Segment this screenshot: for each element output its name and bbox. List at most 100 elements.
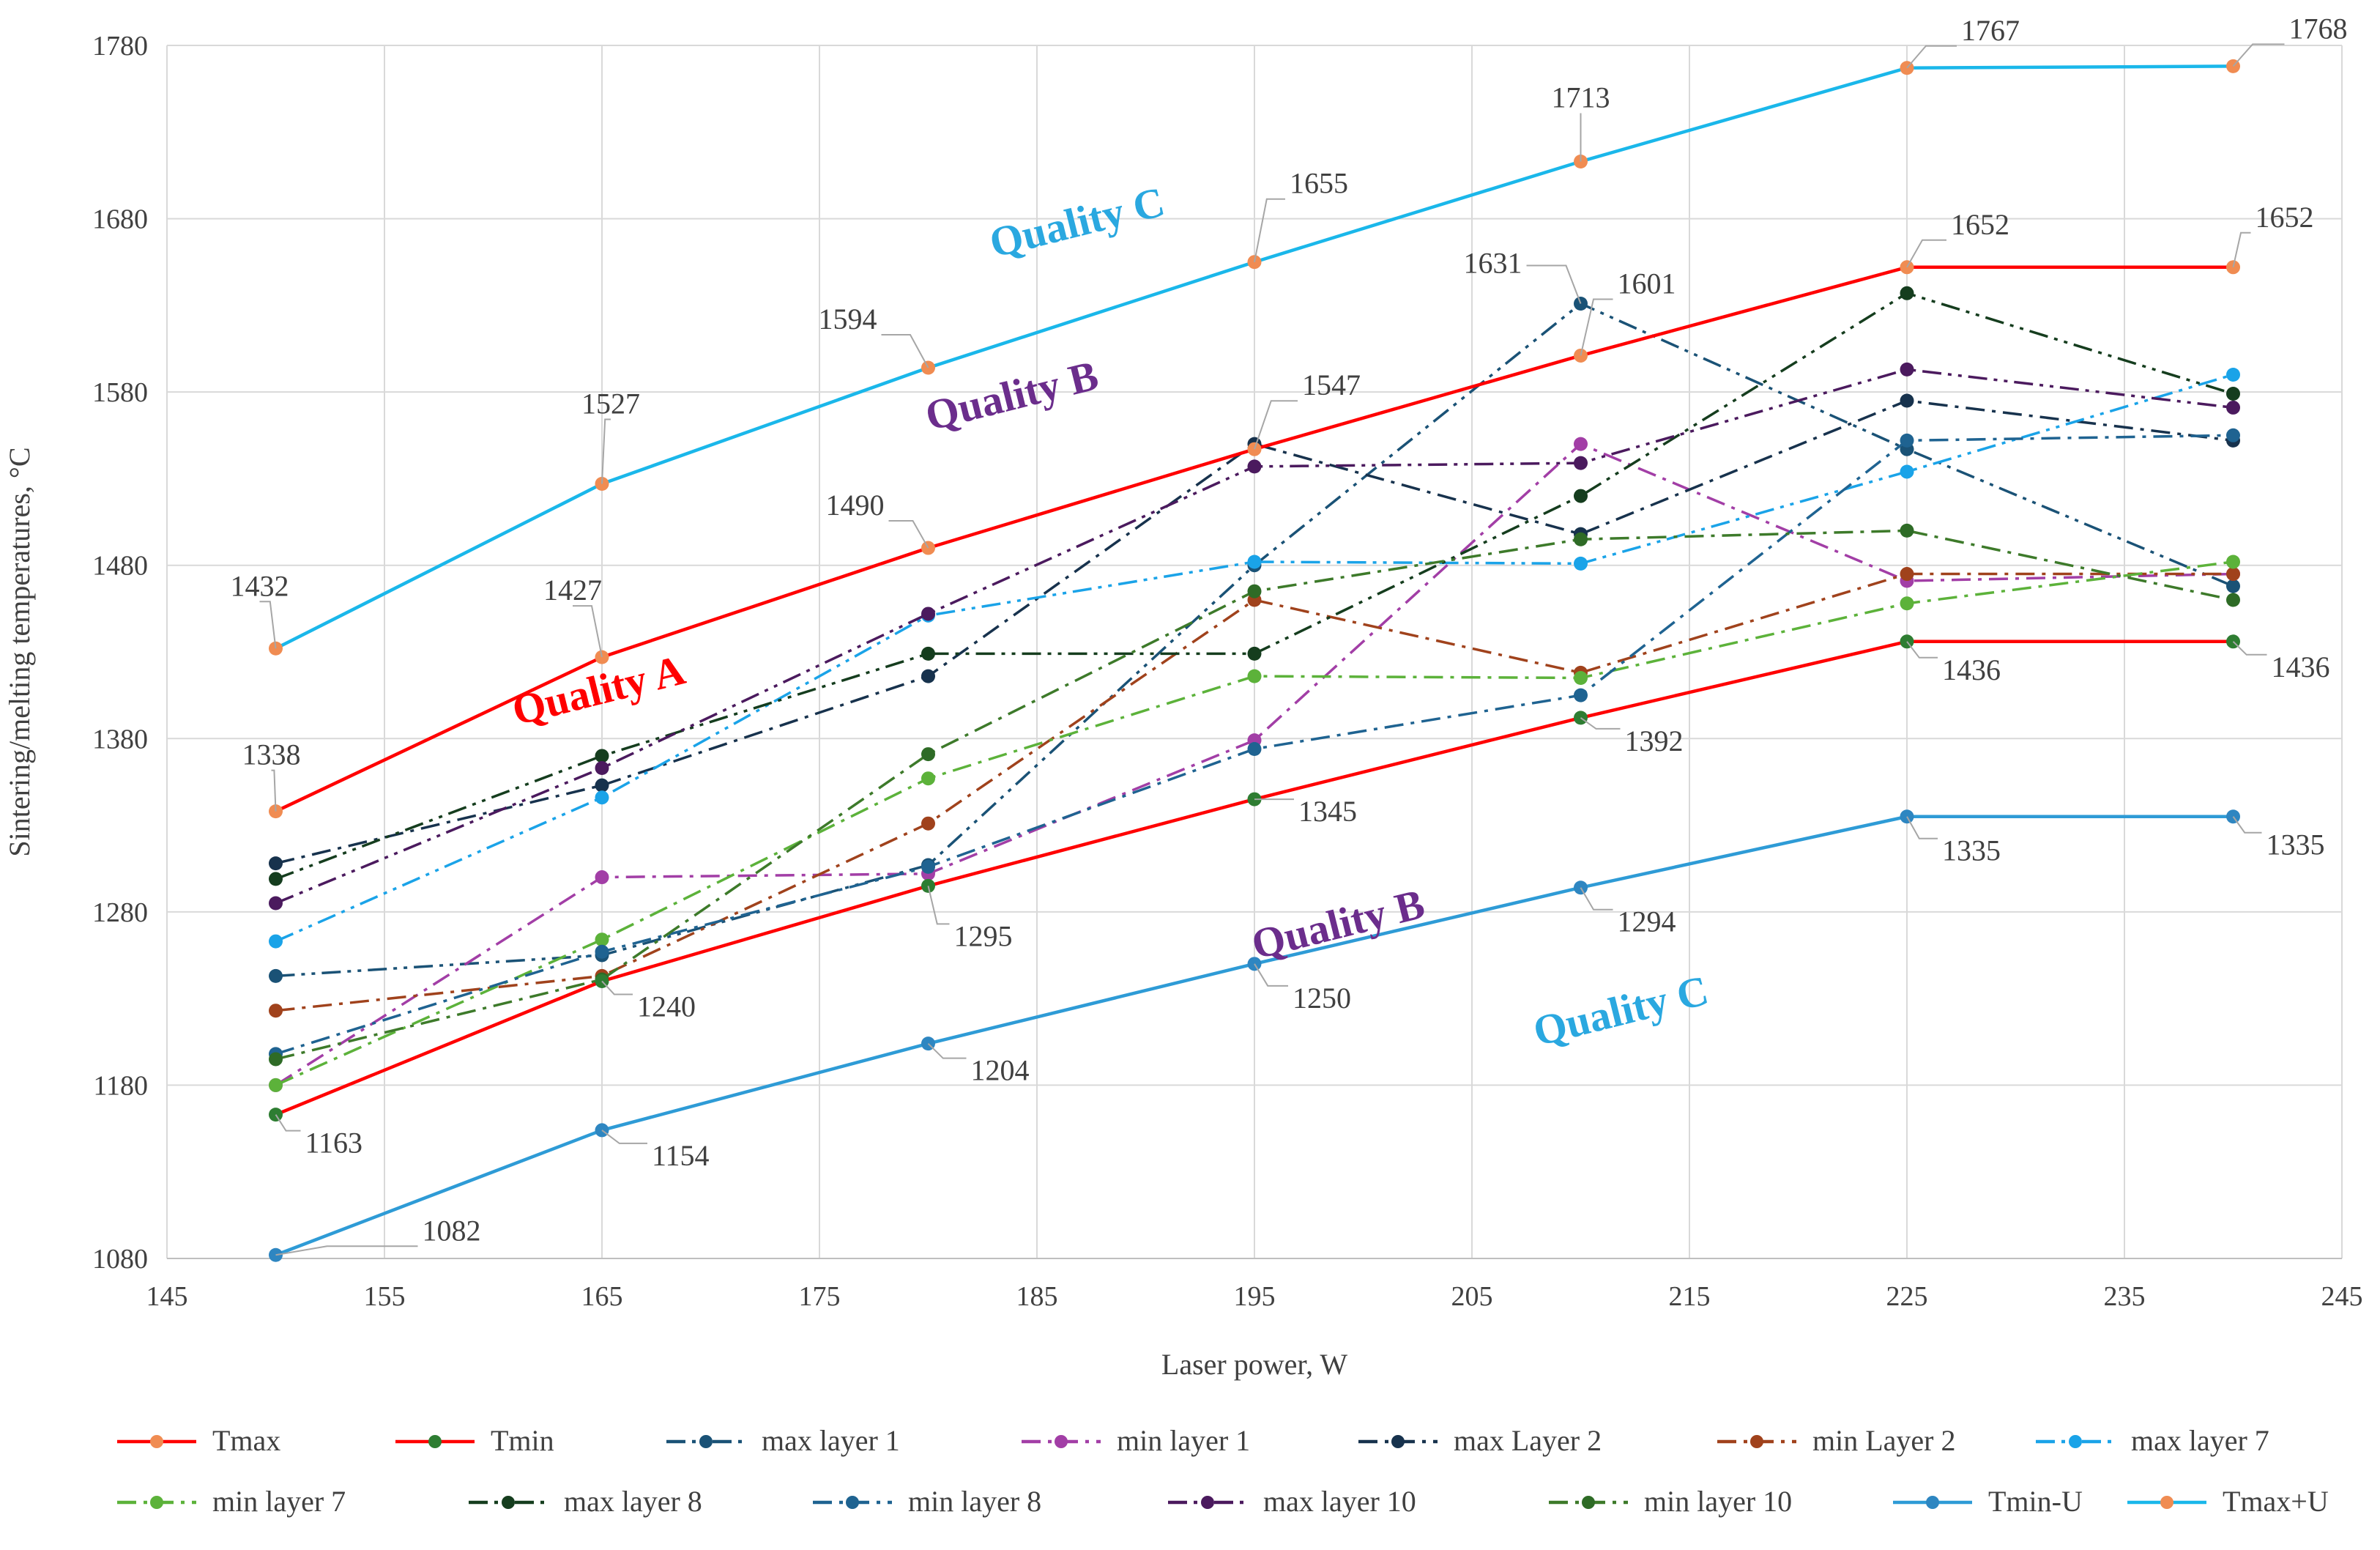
data-label: 1082 xyxy=(423,1214,481,1247)
data-point xyxy=(1247,584,1262,598)
quality-annotation: Quality B xyxy=(921,351,1103,440)
legend-entry-label: min layer 1 xyxy=(1117,1424,1250,1457)
leader-line xyxy=(1580,298,1613,356)
data-point xyxy=(2226,579,2240,593)
x-tick-label: 225 xyxy=(1886,1281,1928,1312)
data-point xyxy=(1900,464,1914,479)
x-tick-label: 195 xyxy=(1234,1281,1276,1312)
data-label: 1392 xyxy=(1625,724,1684,757)
data-label: 1436 xyxy=(2272,650,2330,683)
leader-line xyxy=(2232,641,2267,656)
leader-line xyxy=(2232,43,2285,67)
leader-line xyxy=(275,1245,418,1256)
data-point xyxy=(1574,456,1588,470)
data-labels-layer: 1338 1427 1490 1547 1601 1652 1652 1163 1240 1295… xyxy=(231,12,2348,1256)
data-point xyxy=(2226,428,2240,442)
data-label: 1490 xyxy=(826,489,885,522)
legend-entry-label: min layer 7 xyxy=(212,1485,346,1518)
leader-line xyxy=(601,418,611,484)
x-tick-label: 245 xyxy=(2321,1281,2363,1312)
leader-line xyxy=(1906,45,1957,69)
legend-swatch-marker xyxy=(1391,1435,1405,1448)
data-point xyxy=(1574,670,1588,685)
data-point xyxy=(269,896,283,911)
data-point xyxy=(2226,367,2240,382)
leader-line xyxy=(573,605,603,658)
data-label: 1652 xyxy=(2256,201,2314,234)
leader-line xyxy=(1580,887,1613,911)
data-label: 1713 xyxy=(1552,81,1610,114)
data-label: 1547 xyxy=(1302,368,1361,401)
y-tick-label: 1580 xyxy=(92,377,148,408)
leader-line xyxy=(1906,239,1946,268)
data-point xyxy=(269,934,283,949)
leader-line xyxy=(927,1042,967,1059)
data-point xyxy=(921,607,935,621)
y-tick-label: 1280 xyxy=(92,897,148,928)
quality-annotation: Quality B xyxy=(1247,880,1429,968)
legend-swatch-marker xyxy=(1201,1496,1214,1509)
data-label: 1295 xyxy=(954,919,1013,952)
leader-line xyxy=(1254,198,1285,262)
leader-line xyxy=(1254,400,1298,450)
legend-swatch-marker xyxy=(428,1435,442,1448)
data-point xyxy=(595,932,609,947)
data-point xyxy=(595,761,609,776)
legend-swatch-marker xyxy=(846,1496,859,1509)
legend-swatch-marker xyxy=(1926,1496,1939,1509)
data-label: 1601 xyxy=(1618,267,1676,300)
data-point xyxy=(2226,387,2240,401)
data-label: 1432 xyxy=(231,569,289,602)
legend-swatch-marker xyxy=(150,1496,163,1509)
legend-swatch-marker xyxy=(150,1435,163,1448)
data-point xyxy=(595,790,609,805)
data-label: 1154 xyxy=(652,1139,710,1172)
legend-swatch-marker xyxy=(1582,1496,1595,1509)
data-label: 1163 xyxy=(305,1127,363,1160)
x-tick-label: 155 xyxy=(364,1281,406,1312)
data-point xyxy=(595,749,609,763)
data-label: 1655 xyxy=(1290,167,1348,200)
axes: 1080 1180 1280 1380 1480 1580 1680 1780 145 155 16… xyxy=(92,31,2363,1312)
data-point xyxy=(921,816,935,831)
y-tick-label: 1780 xyxy=(92,31,148,62)
data-point xyxy=(2226,593,2240,607)
data-label: 1594 xyxy=(819,303,877,335)
y-tick-label: 1380 xyxy=(92,724,148,754)
data-label: 1338 xyxy=(242,738,301,771)
x-tick-label: 215 xyxy=(1669,1281,1711,1312)
data-point xyxy=(1900,567,1914,582)
legend-entry-label: max layer 8 xyxy=(564,1485,702,1518)
data-point xyxy=(1900,523,1914,538)
x-tick-label: 235 xyxy=(2104,1281,2146,1312)
legend-entry-label: Tmax xyxy=(212,1424,280,1457)
legend-swatch-marker xyxy=(2160,1496,2173,1509)
leader-line xyxy=(888,520,929,549)
quality-annotation: Quality C xyxy=(1528,966,1713,1056)
data-point xyxy=(921,669,935,683)
legend-entry-label: Tmin xyxy=(491,1424,554,1457)
data-label: 1768 xyxy=(2289,12,2348,45)
data-point xyxy=(921,747,935,762)
data-label: 1436 xyxy=(1942,653,2001,686)
data-label: 1204 xyxy=(971,1054,1030,1087)
data-label: 1345 xyxy=(1298,795,1357,828)
leader-line xyxy=(1906,816,1938,839)
legend-entry-label: Tmax+U xyxy=(2223,1485,2329,1518)
data-point xyxy=(1247,669,1262,683)
data-label: 1527 xyxy=(581,388,640,420)
leader-line xyxy=(275,1114,301,1132)
legend-entry-label: max layer 10 xyxy=(1263,1485,1416,1518)
data-point xyxy=(269,1078,283,1092)
y-tick-label: 1480 xyxy=(92,551,148,582)
data-label: 1335 xyxy=(2266,828,2325,861)
data-point xyxy=(1574,688,1588,702)
legend-swatch-marker xyxy=(1055,1435,1068,1448)
legend-entry-label: max Layer 2 xyxy=(1454,1424,1602,1457)
x-tick-label: 175 xyxy=(799,1281,841,1312)
data-point xyxy=(1247,555,1262,569)
data-point xyxy=(921,859,935,874)
legend-entry-label: Tmin-U xyxy=(1988,1485,2083,1518)
legend-swatch-marker xyxy=(502,1496,515,1509)
leader-line xyxy=(1906,641,1938,659)
